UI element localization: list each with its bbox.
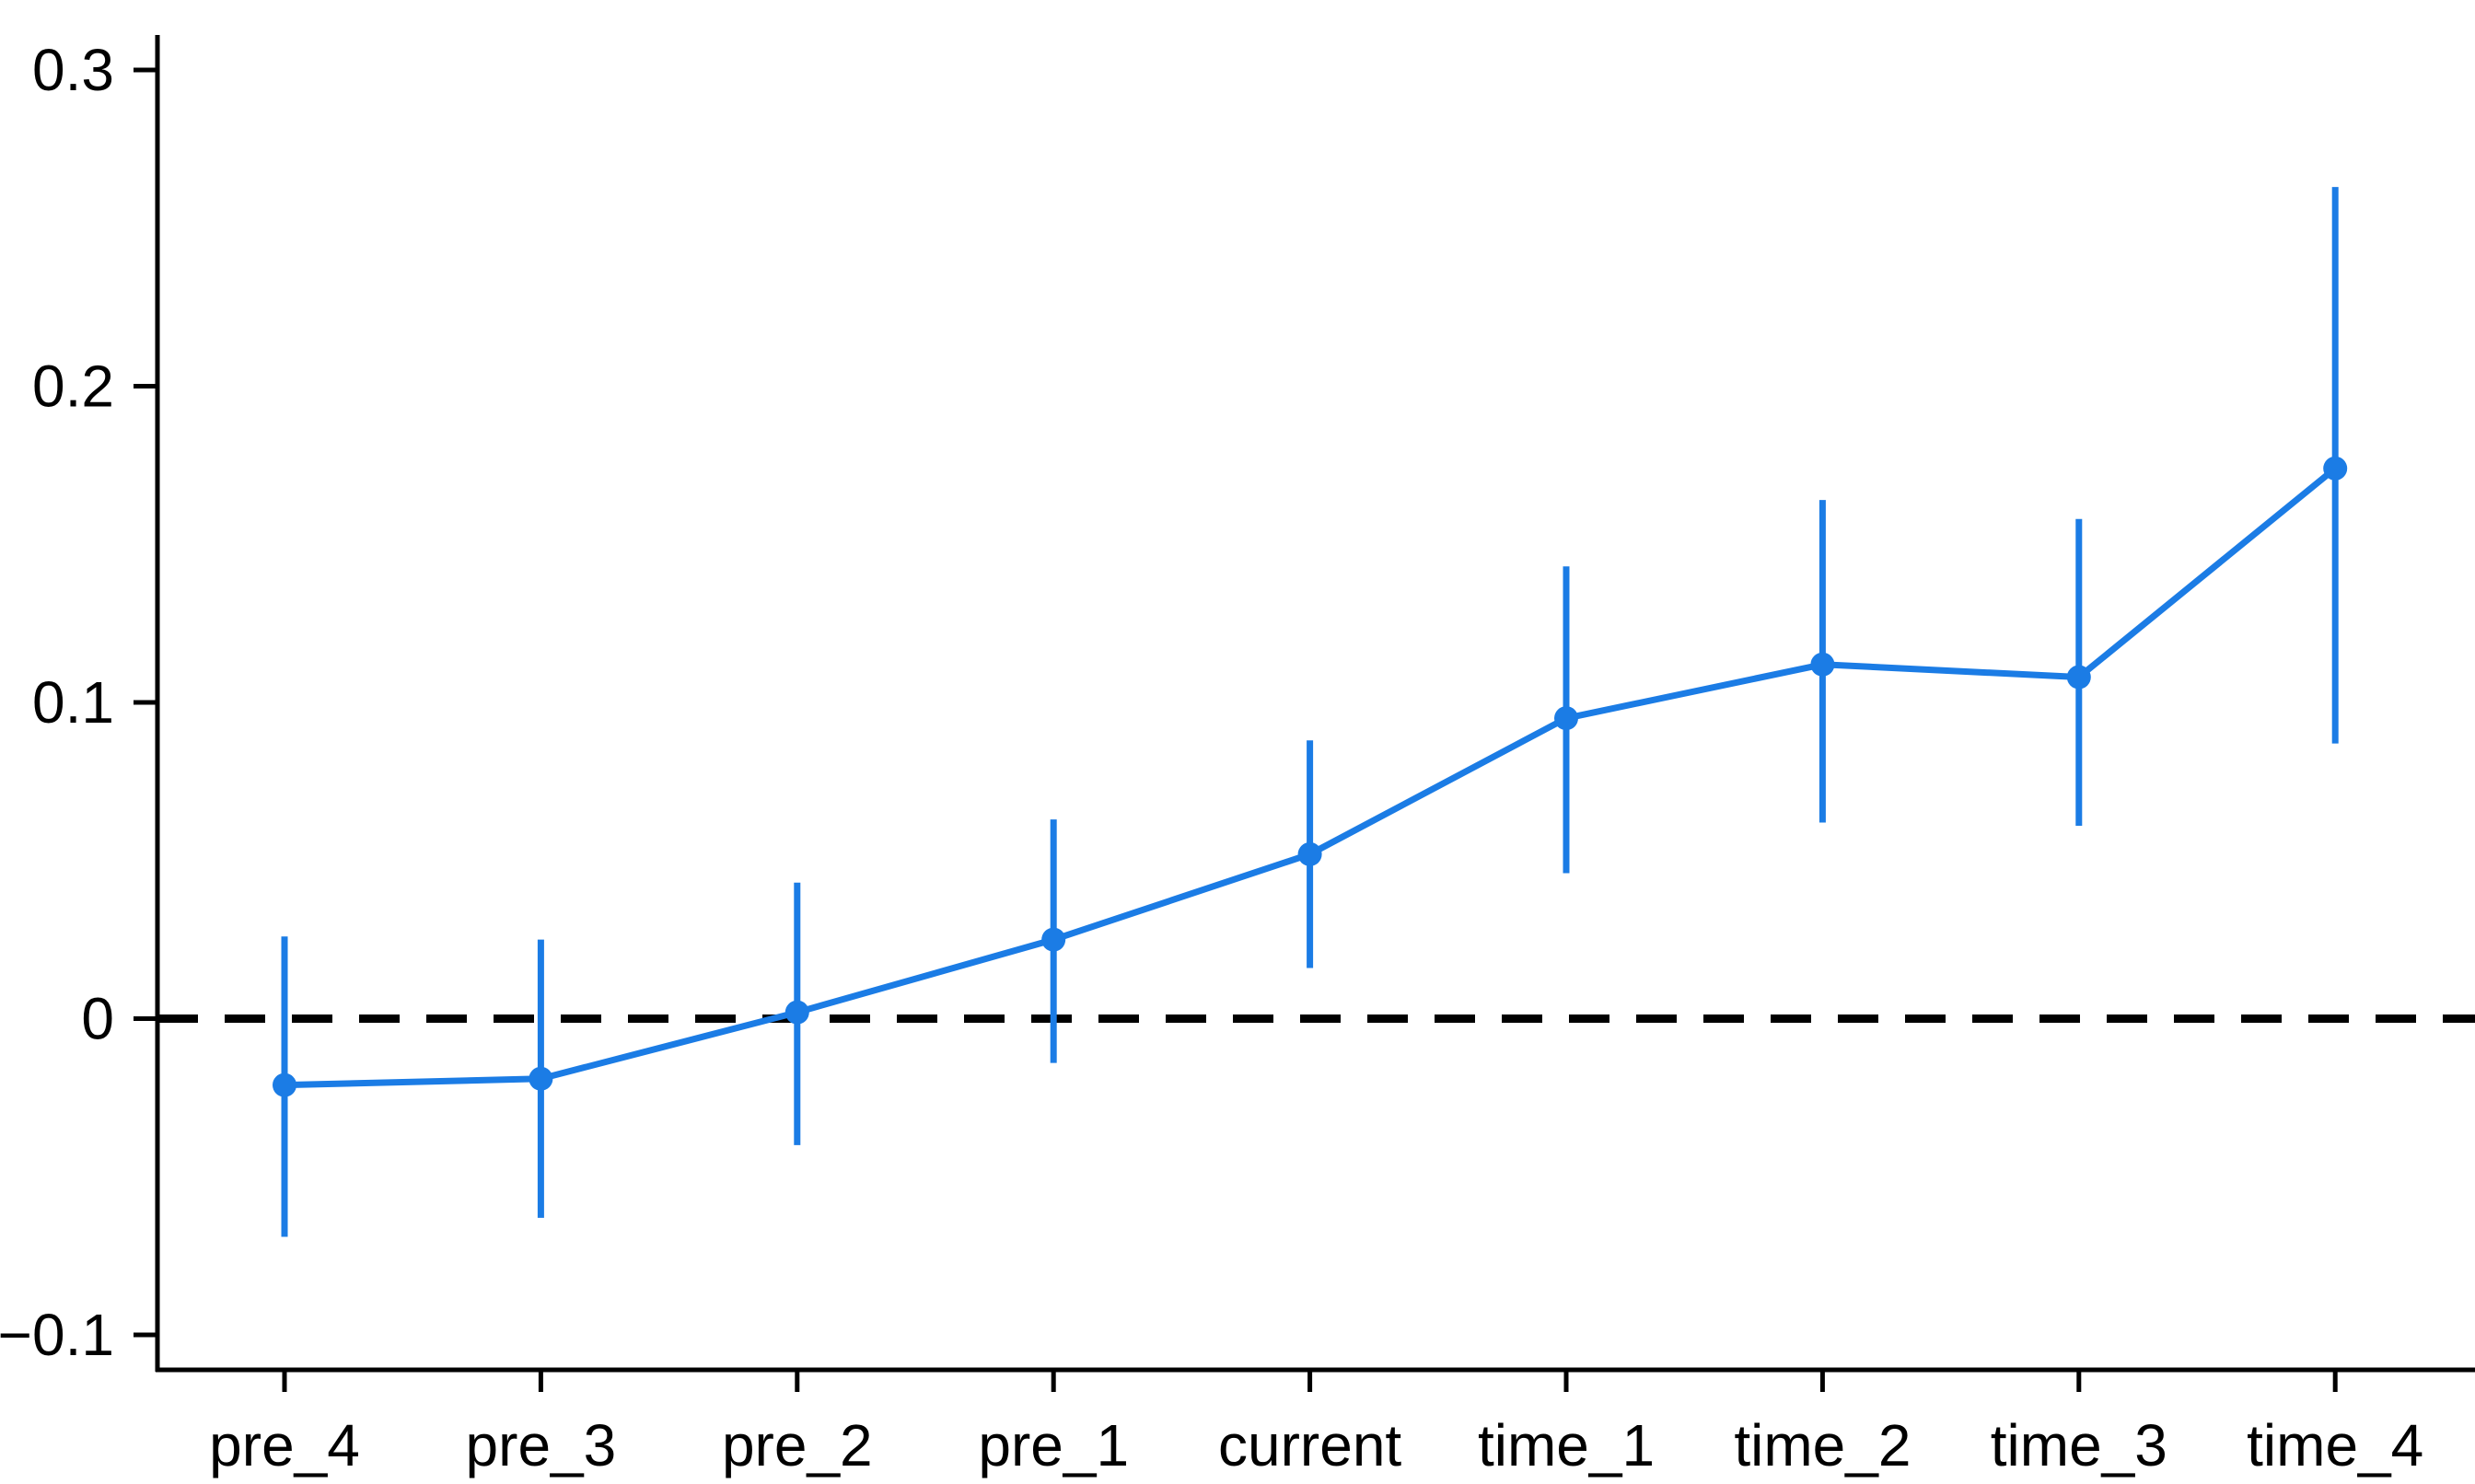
x-tick-label: pre_3 (466, 1412, 617, 1478)
data-point (273, 1072, 296, 1097)
y-tick-label: 0.3 (32, 37, 114, 103)
x-tick-label: pre_1 (978, 1412, 1129, 1478)
x-tick-label: current (1218, 1412, 1401, 1478)
x-tick-label: time_1 (1478, 1412, 1655, 1478)
y-tick-label: 0.1 (32, 669, 114, 736)
x-tick-label: time_3 (1991, 1412, 2167, 1478)
y-tick-label: 0 (81, 986, 114, 1052)
data-point (1297, 841, 1322, 866)
y-tick-label: 0.2 (32, 354, 114, 420)
data-point (784, 1000, 809, 1025)
data-point (1810, 652, 1835, 677)
data-point (2323, 456, 2348, 481)
data-point (1554, 706, 1578, 731)
data-point (2066, 665, 2091, 690)
x-tick-label: time_2 (1734, 1412, 1911, 1478)
x-tick-label: pre_4 (209, 1412, 360, 1478)
y-tick-label: −0.1 (0, 1302, 114, 1368)
data-point (529, 1066, 553, 1091)
x-tick-label: time_4 (2247, 1412, 2423, 1478)
data-point (1041, 927, 1066, 952)
x-tick-label: pre_2 (722, 1412, 873, 1478)
